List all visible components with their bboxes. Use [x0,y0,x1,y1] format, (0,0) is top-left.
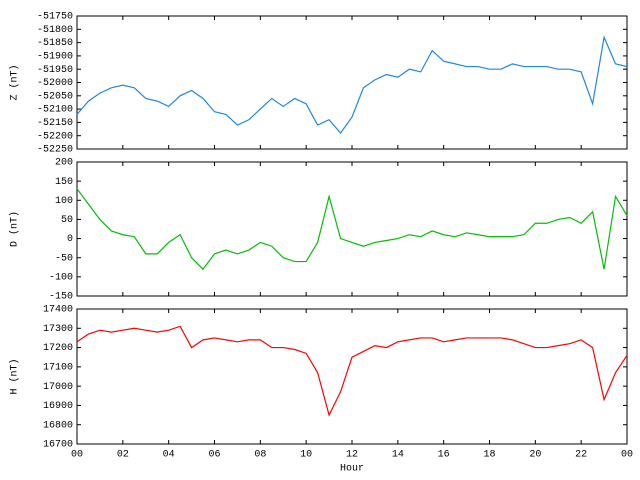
y-tick-label: -100 [49,272,73,283]
y-tick-label: 150 [55,177,73,188]
x-tick-label: 04 [163,450,175,461]
y-tick-label: -51850 [37,38,73,49]
y-tick-label: 17200 [43,343,73,354]
x-tick-label: 12 [346,450,358,461]
plot-frame [76,161,628,297]
y-tick-label: 16700 [43,440,73,451]
y-tick-label: -52100 [37,105,73,116]
y-tick-label: 50 [61,215,73,226]
x-tick-label: 10 [300,450,312,461]
data-line [76,35,628,135]
y-tick-label: 200 [55,158,73,169]
x-tick-label: 20 [529,450,541,461]
x-tick-label: 18 [483,450,495,461]
y-tick-label: 16800 [43,420,73,431]
y-tick-label: -51750 [37,12,73,23]
y-tick-label: 17300 [43,324,73,335]
data-line [76,325,628,417]
y-tick-label: -52150 [37,118,73,129]
y-tick-label: -52250 [37,145,73,156]
x-axis-label: Hour [340,464,364,475]
y-tick-label: 16900 [43,401,73,412]
y-tick-label: -50 [55,253,73,264]
y-tick-label: 17000 [43,382,73,393]
plot-frame [76,308,628,445]
y-tick-label: -51950 [37,65,73,76]
y-tick-label: 17100 [43,362,73,373]
y-axis-label: Z (nT) [9,64,21,100]
x-tick-label: 00 [71,450,83,461]
x-tick-label: 00 [621,450,633,461]
y-tick-label: -52000 [37,78,73,89]
data-line [76,188,628,271]
y-tick-label: -51900 [37,52,73,63]
y-tick-label: 17400 [43,305,73,316]
y-tick-label: -52200 [37,131,73,142]
x-tick-label: 08 [254,450,266,461]
y-tick-label: -150 [49,292,73,303]
x-tick-label: 02 [117,450,129,461]
x-tick-label: 06 [208,450,220,461]
y-axis-label: H (nT) [9,358,21,394]
plot-frame [76,15,628,150]
y-tick-label: -52050 [37,91,73,102]
y-tick-label: 0 [67,234,73,245]
x-tick-label: 22 [575,450,587,461]
x-tick-label: 14 [392,450,404,461]
y-axis-label: D (nT) [9,211,21,247]
x-tick-label: 16 [438,450,450,461]
y-tick-label: -51800 [37,25,73,36]
y-tick-label: 100 [55,196,73,207]
